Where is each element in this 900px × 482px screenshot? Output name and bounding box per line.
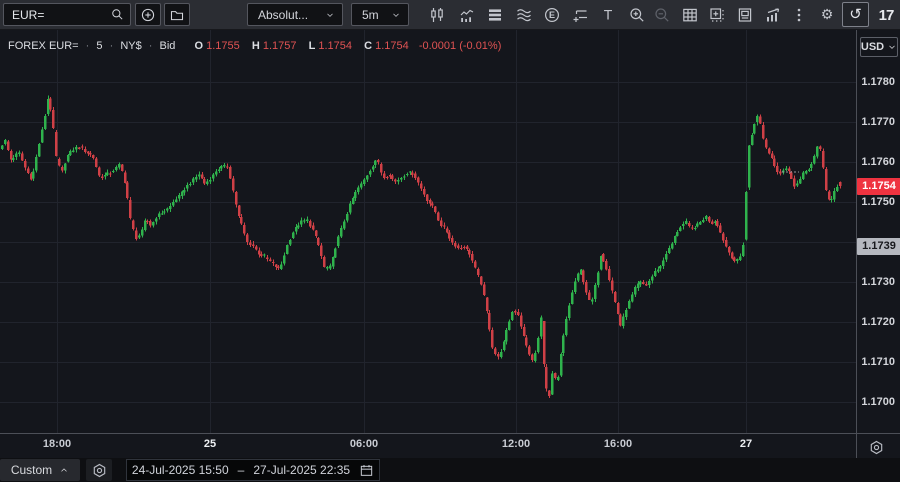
price-tick-label: 1.1700	[861, 396, 895, 408]
close-value: 1.1754	[375, 40, 409, 52]
bottom-toolbar: Custom 24-Jul-2025 15:50 – 27-Jul-2025 2…	[0, 458, 900, 482]
svg-text:E: E	[549, 10, 555, 20]
open-folder-button[interactable]	[164, 3, 190, 26]
date-range-display[interactable]: 24-Jul-2025 15:50 – 27-Jul-2025 22:35	[126, 459, 380, 481]
time-axis-divider	[0, 433, 900, 434]
candlestick-chart[interactable]	[0, 30, 856, 433]
time-tick-label: 12:00	[501, 438, 531, 450]
undo-icon: ↺	[849, 5, 862, 23]
interval-dropdown-label: 5m	[362, 7, 379, 22]
high-label: H	[251, 40, 260, 52]
undo-button[interactable]: ↺	[842, 2, 869, 27]
interval-dropdown[interactable]: 5m	[351, 3, 409, 26]
price-tick-label: 1.1730	[861, 276, 895, 288]
open-label: O	[194, 40, 204, 52]
data-table-icon[interactable]	[678, 3, 702, 26]
tradingview-logo: 17	[878, 6, 895, 24]
zoom-in-icon[interactable]	[625, 3, 649, 26]
template-dropdown[interactable]: Absolut...	[247, 3, 343, 26]
top-toolbar: Absolut... 5m E T ⚙ ↺ 17	[0, 0, 900, 30]
chart-settings-icon[interactable]: ⚙	[820, 6, 834, 23]
range-preset-dropdown[interactable]: Custom	[0, 459, 80, 481]
price-tick-label: 1.1770	[861, 116, 895, 128]
chart-legend: FOREX EUR= · 5 · NY$ · Bid O 1.1755 H 1.…	[8, 40, 502, 52]
time-tick-label: 18:00	[42, 438, 72, 450]
prev-close-badge: 1.1739	[857, 237, 900, 255]
legend-price-type: Bid	[159, 40, 176, 52]
time-tick-label: 25	[203, 438, 217, 450]
svg-text:T: T	[604, 6, 613, 22]
add-pane-icon[interactable]	[705, 3, 729, 26]
price-tick-label: 1.1760	[861, 156, 895, 168]
symbol-search-box[interactable]	[3, 3, 131, 26]
plus-circle-icon	[140, 7, 156, 23]
change-value: -0.0001 (-0.01%)	[418, 40, 502, 52]
time-tick-label: 16:00	[603, 438, 633, 450]
search-icon	[110, 7, 125, 22]
folder-icon	[169, 7, 185, 23]
zoom-out-icon[interactable]	[650, 3, 674, 26]
date-range-dash: –	[237, 463, 245, 477]
gridlines	[0, 30, 856, 433]
legend-venue: NY$	[120, 40, 142, 52]
text-annotation-icon[interactable]: T	[596, 3, 620, 26]
chevron-up-icon	[59, 465, 69, 475]
chart-type-candles-icon[interactable]	[425, 3, 449, 26]
calendar-icon	[359, 463, 374, 478]
low-label: L	[308, 40, 316, 52]
price-tick-label: 1.1780	[861, 76, 895, 88]
chevron-down-icon	[325, 10, 335, 20]
symbol-search-input[interactable]	[4, 7, 110, 22]
settings-gear-icon	[91, 462, 108, 479]
open-value: 1.1755	[206, 40, 240, 52]
legend-interval: 5	[96, 40, 103, 52]
legend-instrument: FOREX EUR=	[8, 40, 79, 52]
time-tick-label: 06:00	[349, 438, 379, 450]
export-chart-icon[interactable]	[761, 3, 785, 26]
events-icon[interactable]: E	[540, 3, 564, 26]
high-value: 1.1757	[262, 40, 297, 52]
time-tick-label: 27	[739, 438, 753, 450]
price-tick-label: 1.1750	[861, 196, 895, 208]
add-instrument-button[interactable]	[135, 3, 161, 26]
price-tick-label: 1.1720	[861, 316, 895, 328]
chevron-down-icon	[887, 42, 897, 52]
price-tick-label: 1.1710	[861, 356, 895, 368]
candlestick-series	[1, 95, 842, 399]
low-value: 1.1754	[318, 40, 353, 52]
chevron-down-icon	[391, 10, 401, 20]
date-from: 24-Jul-2025 15:50	[131, 463, 229, 477]
indicators-icon[interactable]	[455, 3, 479, 26]
price-axis[interactable]: USD 1.1780 1.1770 1.1760 1.1750 1.1730 1.1720…	[856, 30, 900, 458]
template-dropdown-label: Absolut...	[258, 7, 309, 22]
time-axis[interactable]: 18:00 25 06:00 12:00 16:00 27	[0, 434, 856, 458]
date-to: 27-Jul-2025 22:35	[253, 463, 351, 477]
range-settings-button[interactable]	[86, 459, 112, 481]
axis-settings-icon[interactable]	[868, 439, 885, 456]
measure-tool-icon[interactable]	[568, 3, 592, 26]
close-label: C	[364, 40, 373, 52]
more-options-icon[interactable]	[787, 3, 811, 26]
snapshot-icon[interactable]	[733, 3, 757, 26]
smoothing-waves-icon[interactable]	[512, 3, 536, 26]
currency-dropdown[interactable]: USD	[860, 37, 898, 57]
last-price-badge: 1.1754	[857, 177, 900, 195]
layers-stack-icon[interactable]	[483, 3, 507, 26]
chart-pane[interactable]	[0, 30, 856, 433]
